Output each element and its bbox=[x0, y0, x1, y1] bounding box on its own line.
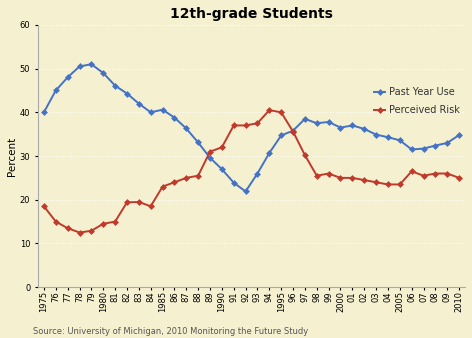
Perceived Risk bbox=[231, 123, 236, 127]
Past Year Use bbox=[172, 116, 177, 120]
Perceived Risk bbox=[278, 110, 284, 114]
Perceived Risk bbox=[195, 174, 201, 178]
Past Year Use bbox=[421, 147, 426, 151]
Past Year Use bbox=[362, 127, 367, 131]
Perceived Risk bbox=[385, 183, 391, 187]
Perceived Risk bbox=[65, 226, 70, 230]
Legend: Past Year Use, Perceived Risk: Past Year Use, Perceived Risk bbox=[374, 88, 460, 115]
Past Year Use bbox=[254, 171, 260, 175]
Past Year Use bbox=[231, 181, 236, 185]
Perceived Risk bbox=[421, 174, 426, 178]
Past Year Use bbox=[243, 189, 248, 193]
Perceived Risk bbox=[337, 176, 343, 180]
Perceived Risk bbox=[112, 220, 118, 224]
Perceived Risk bbox=[373, 180, 379, 184]
Past Year Use bbox=[53, 89, 59, 93]
Past Year Use bbox=[337, 126, 343, 130]
Perceived Risk bbox=[350, 176, 355, 180]
Past Year Use bbox=[136, 101, 142, 105]
Perceived Risk bbox=[314, 174, 320, 178]
Perceived Risk bbox=[124, 200, 130, 204]
Perceived Risk bbox=[89, 229, 94, 233]
Past Year Use bbox=[278, 134, 284, 138]
Past Year Use bbox=[302, 117, 308, 121]
Past Year Use bbox=[456, 133, 462, 137]
Past Year Use bbox=[397, 138, 403, 142]
Perceived Risk bbox=[243, 123, 248, 127]
Past Year Use bbox=[184, 126, 189, 130]
Past Year Use bbox=[89, 62, 94, 66]
Text: Source: University of Michigan, 2010 Monitoring the Future Study: Source: University of Michigan, 2010 Mon… bbox=[33, 327, 308, 336]
Past Year Use bbox=[267, 151, 272, 155]
Past Year Use bbox=[41, 110, 47, 114]
Perceived Risk bbox=[76, 231, 82, 235]
Perceived Risk bbox=[101, 222, 106, 226]
Perceived Risk bbox=[445, 171, 450, 175]
Perceived Risk bbox=[409, 169, 414, 173]
Past Year Use bbox=[148, 110, 153, 114]
Perceived Risk bbox=[456, 176, 462, 180]
Perceived Risk bbox=[53, 220, 59, 224]
Y-axis label: Percent: Percent bbox=[7, 137, 17, 176]
Past Year Use bbox=[445, 141, 450, 145]
Past Year Use bbox=[290, 129, 296, 133]
Perceived Risk bbox=[160, 185, 165, 189]
Perceived Risk bbox=[326, 171, 331, 175]
Past Year Use bbox=[101, 71, 106, 75]
Past Year Use bbox=[373, 132, 379, 137]
Past Year Use bbox=[207, 156, 213, 160]
Perceived Risk bbox=[41, 204, 47, 208]
Perceived Risk bbox=[184, 176, 189, 180]
Perceived Risk bbox=[219, 145, 225, 149]
Past Year Use bbox=[160, 108, 165, 112]
Past Year Use bbox=[65, 75, 70, 79]
Perceived Risk bbox=[302, 153, 308, 157]
Perceived Risk bbox=[136, 200, 142, 204]
Perceived Risk bbox=[172, 180, 177, 184]
Perceived Risk bbox=[397, 183, 403, 187]
Past Year Use bbox=[432, 144, 438, 148]
Past Year Use bbox=[350, 123, 355, 127]
Perceived Risk bbox=[362, 178, 367, 182]
Title: 12th-grade Students: 12th-grade Students bbox=[170, 7, 333, 21]
Past Year Use bbox=[326, 120, 331, 124]
Line: Past Year Use: Past Year Use bbox=[42, 62, 462, 194]
Past Year Use bbox=[385, 135, 391, 139]
Past Year Use bbox=[314, 121, 320, 125]
Past Year Use bbox=[409, 147, 414, 151]
Perceived Risk bbox=[267, 108, 272, 112]
Perceived Risk bbox=[254, 121, 260, 125]
Past Year Use bbox=[195, 141, 201, 145]
Line: Perceived Risk: Perceived Risk bbox=[42, 108, 462, 235]
Perceived Risk bbox=[207, 150, 213, 154]
Perceived Risk bbox=[290, 129, 296, 134]
Perceived Risk bbox=[148, 204, 153, 208]
Past Year Use bbox=[219, 167, 225, 171]
Perceived Risk bbox=[432, 171, 438, 175]
Past Year Use bbox=[124, 92, 130, 96]
Past Year Use bbox=[112, 83, 118, 88]
Past Year Use bbox=[76, 65, 82, 69]
